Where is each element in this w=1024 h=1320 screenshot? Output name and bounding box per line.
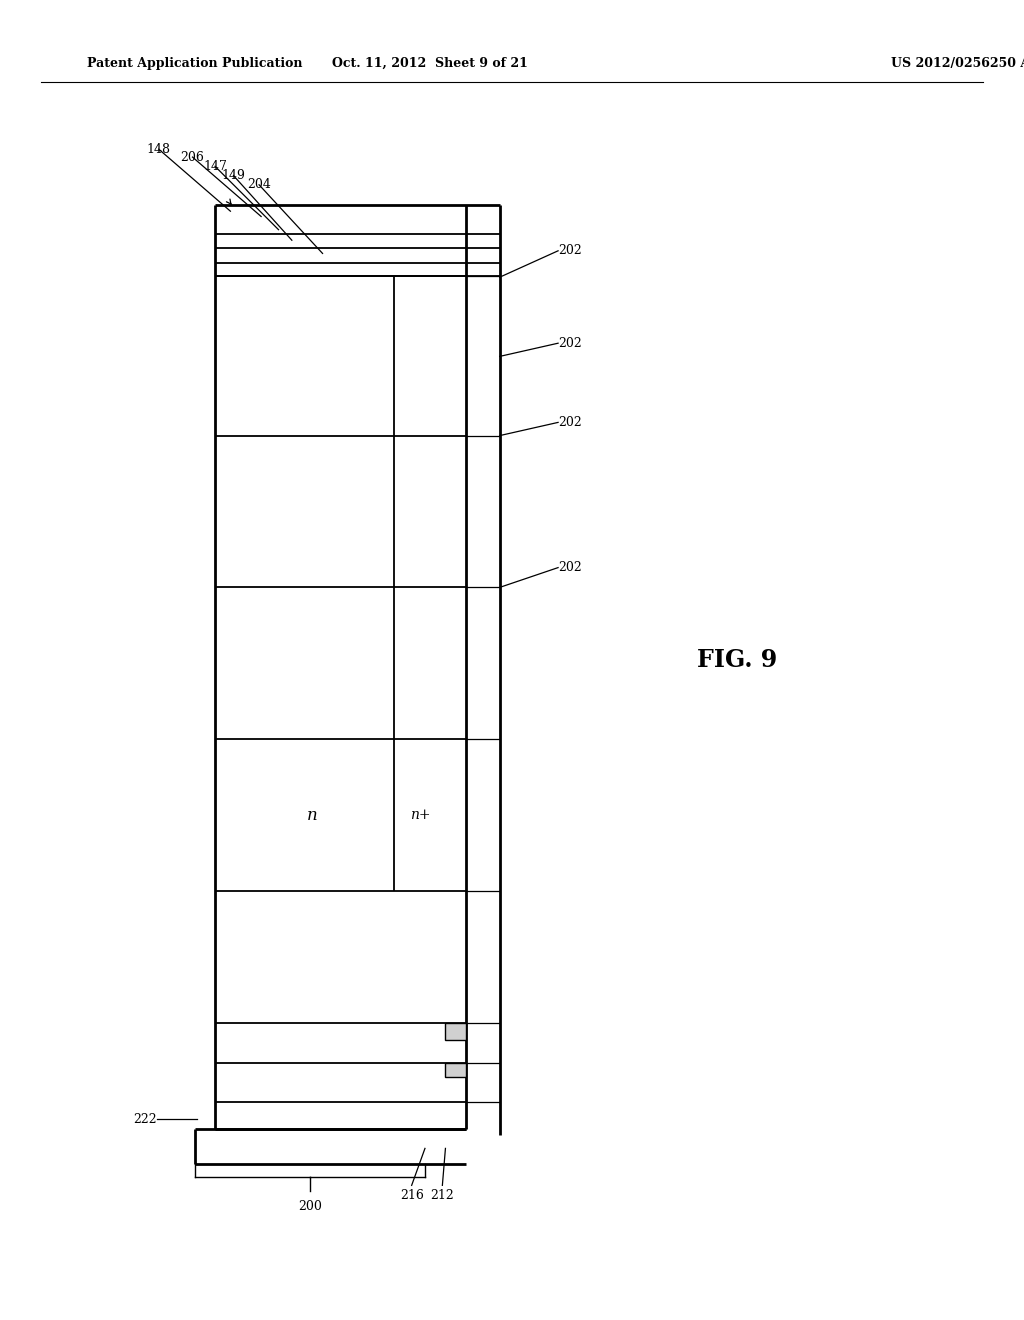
Text: 206: 206 (180, 150, 205, 164)
Text: 149: 149 (221, 169, 246, 182)
Text: Patent Application Publication: Patent Application Publication (87, 57, 302, 70)
Text: n+: n+ (410, 808, 430, 822)
Bar (445, 1023, 466, 1040)
Text: 148: 148 (146, 143, 171, 156)
Text: US 2012/0256250 A1: US 2012/0256250 A1 (891, 57, 1024, 70)
Text: 212: 212 (430, 1189, 455, 1203)
Text: 200: 200 (298, 1200, 322, 1213)
Bar (445, 1063, 466, 1077)
Text: 222: 222 (133, 1113, 157, 1126)
Text: 202: 202 (558, 561, 582, 574)
Text: n: n (307, 807, 317, 824)
Text: 202: 202 (558, 337, 582, 350)
Text: 216: 216 (399, 1189, 424, 1203)
Text: 147: 147 (203, 160, 227, 173)
Text: FIG. 9: FIG. 9 (697, 648, 777, 672)
Text: 202: 202 (558, 244, 582, 257)
Text: 204: 204 (247, 178, 271, 191)
Text: Oct. 11, 2012  Sheet 9 of 21: Oct. 11, 2012 Sheet 9 of 21 (332, 57, 528, 70)
Text: 202: 202 (558, 416, 582, 429)
